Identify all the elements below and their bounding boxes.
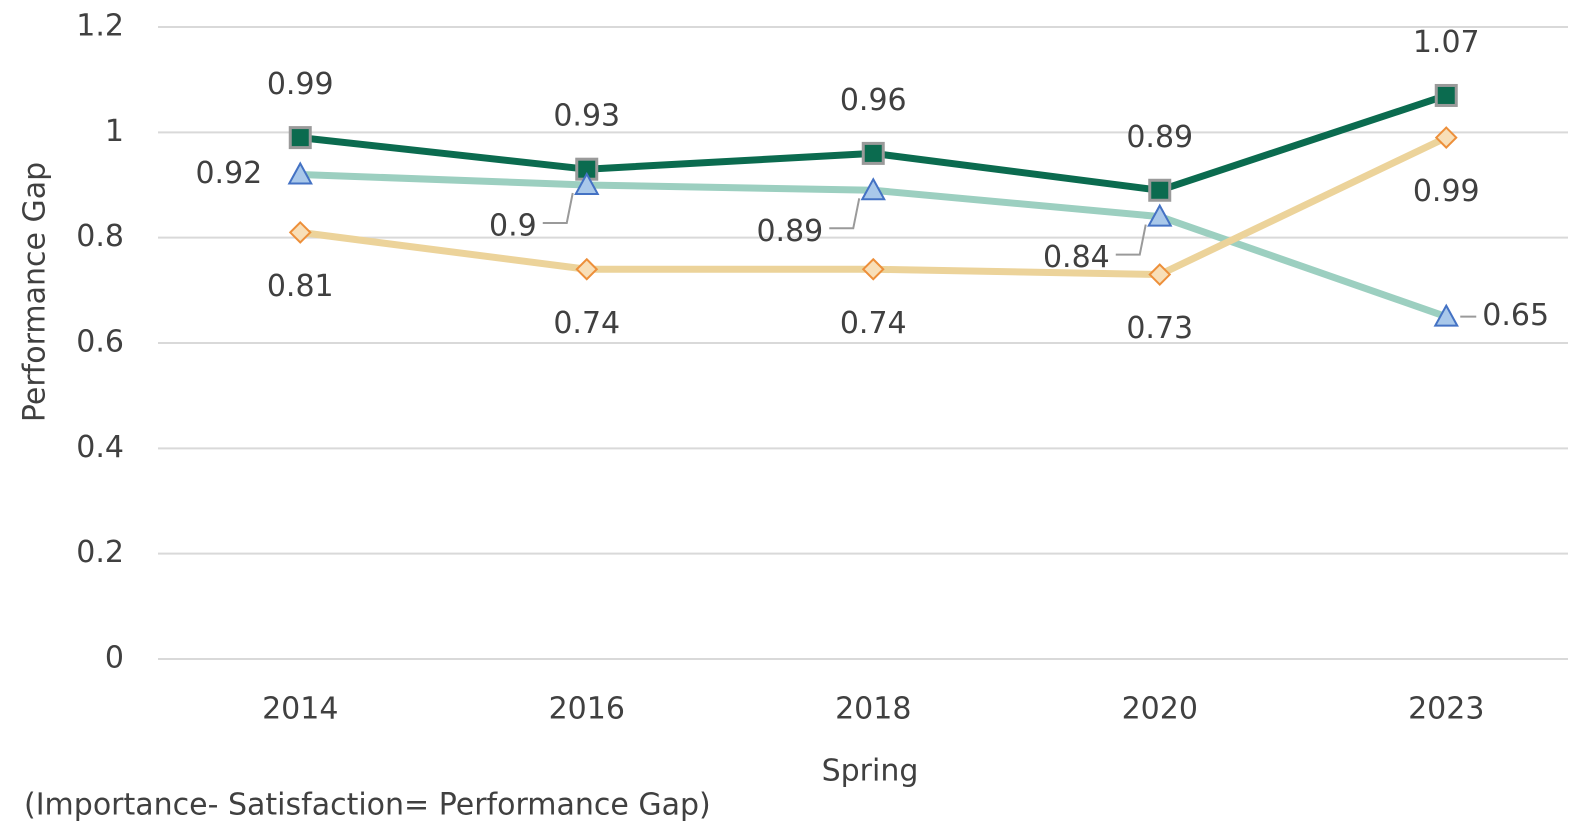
y-tick-label: 0.6 (76, 325, 124, 360)
data-label: 0.96 (840, 83, 907, 118)
data-label: 0.93 (553, 99, 620, 134)
data-label: 0.99 (267, 67, 334, 102)
marker (1148, 178, 1172, 202)
marker (1434, 83, 1458, 107)
marker (861, 141, 885, 165)
marker (861, 257, 885, 281)
y-tick-label: 0.2 (76, 535, 124, 570)
leader-line (829, 198, 861, 230)
x-tick-label: 2020 (1122, 692, 1198, 727)
marker (1434, 126, 1458, 150)
x-axis-label: Spring (822, 754, 919, 789)
marker (1147, 203, 1173, 227)
x-tick-label: 2018 (835, 692, 911, 727)
data-label: 0.89 (756, 214, 823, 249)
data-label: 0.89 (1126, 120, 1193, 155)
data-label: 0.92 (195, 156, 262, 191)
marker (288, 220, 312, 244)
data-label: 0.99 (1413, 174, 1480, 209)
marker (860, 177, 886, 201)
y-tick-label: 0 (105, 641, 124, 676)
x-tick-label: 2016 (549, 692, 625, 727)
marker (1148, 263, 1172, 286)
x-tick-label: 2023 (1408, 692, 1484, 727)
leader-line (542, 192, 574, 224)
marker (575, 257, 599, 281)
leader-line (1115, 224, 1147, 256)
y-tick-label: 0.4 (76, 430, 124, 465)
data-label: 0.74 (840, 306, 907, 341)
y-axis-label: Performance Gap (18, 162, 53, 422)
data-label: 0.73 (1126, 311, 1193, 346)
marker (288, 126, 312, 150)
data-label: 0.9 (489, 209, 537, 244)
annotation: (Importance- Satisfaction= Performance G… (24, 788, 711, 823)
data-label: 1.07 (1413, 25, 1480, 60)
data-label: 0.84 (1043, 240, 1110, 275)
data-label: 0.65 (1482, 298, 1549, 333)
data-label: 0.74 (553, 306, 620, 341)
marker (287, 161, 313, 185)
y-tick-label: 0.8 (76, 219, 124, 254)
marker (574, 171, 600, 195)
y-tick-label: 1 (105, 114, 124, 149)
x-tick-label: 2014 (262, 692, 338, 727)
data-label: 0.81 (267, 269, 334, 304)
y-tick-label: 1.2 (76, 9, 124, 44)
marker (1433, 303, 1459, 327)
